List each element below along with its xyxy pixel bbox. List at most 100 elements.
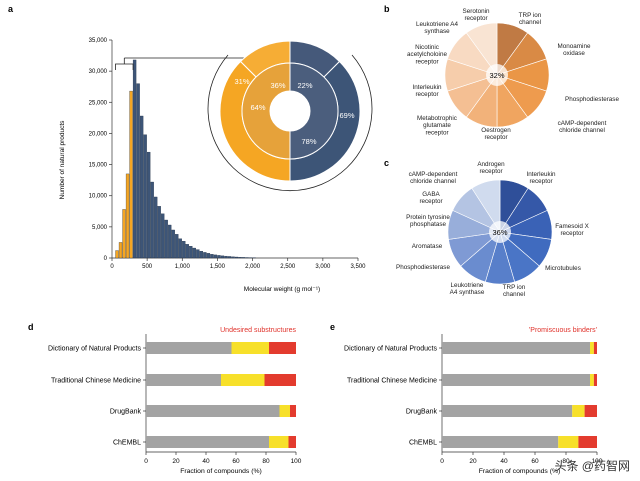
pie-category-label: Oestrogen receptor: [481, 127, 511, 141]
hist-bar: [161, 213, 165, 259]
pie-b-panel: 32% Serotonin receptor TRP ion channel Monoam…: [407, 8, 619, 141]
bar-segment: [290, 405, 296, 417]
bar-x-tick-label: 80: [262, 458, 270, 465]
bar-annotation: 'Promiscuous binders': [529, 327, 597, 334]
hist-bar: [206, 253, 211, 259]
bar-x-tick-label: 40: [500, 458, 508, 465]
bar-annotation: Undesired substructures: [220, 327, 296, 334]
hist-bar: [175, 234, 179, 259]
hist-bar: [154, 196, 158, 259]
pie-category-label: Androgen receptor: [477, 161, 505, 175]
bar-x-tick-label: 60: [232, 458, 240, 465]
pie-center-disc: [486, 64, 508, 86]
hist-bar: [164, 219, 168, 259]
donut-panel: 31% 36% 22% 69% 64% 78%: [207, 40, 373, 192]
hist-bar: [143, 134, 147, 259]
panel-label-b: b: [384, 4, 390, 14]
hist-x-tick-label: 3,000: [315, 264, 331, 270]
bar-segment: [442, 436, 559, 448]
hist-y-tick-label: 0: [104, 256, 108, 262]
hist-bar: [185, 244, 189, 259]
bar-x-tick-label: 20: [469, 458, 477, 465]
hist-bar: [199, 250, 204, 259]
pie-center-label: 32%: [489, 71, 504, 80]
bar-segment: [221, 374, 265, 386]
pie-category-label: Microtubules: [545, 265, 581, 272]
pie-category-label: Protein tyrosine phosphatase: [406, 214, 450, 228]
hist-bar: [157, 206, 161, 259]
pie-category-label: TRP ion channel: [503, 284, 526, 298]
hist-x-tick-label: 3,500: [350, 264, 366, 270]
pie-center-disc: [489, 221, 511, 243]
hist-bar: [213, 254, 218, 259]
bar-segment: [269, 342, 296, 354]
bar-segment: [146, 374, 221, 386]
pie-category-label: Leukotriene A4 synthase: [450, 282, 485, 296]
donut-percent-label: 69%: [339, 111, 354, 120]
hist-y-tick-label: 20,000: [89, 131, 108, 137]
bar-x-axis-label: Fraction of compounds (%): [479, 468, 561, 475]
pie-category-label: Nicotinic acetylcholoine receptor: [407, 44, 447, 65]
bar-category-label: DrugBank: [406, 409, 438, 416]
bar-segment: [279, 405, 290, 417]
hist-bar: [115, 250, 119, 259]
pie-category-label: TRP ion channel: [519, 12, 542, 26]
hist-bar: [241, 257, 246, 259]
pie-category-label: cAMP-dependent chloride channel: [558, 120, 607, 134]
hist-bar: [132, 59, 137, 259]
hist-bar: [192, 247, 196, 259]
bar-segment: [584, 405, 597, 417]
hist-bar: [196, 249, 200, 259]
panel-label-d: d: [28, 322, 34, 332]
panel-label-c: c: [384, 158, 389, 168]
bar-x-tick-label: 100: [592, 458, 603, 465]
hist-bar: [220, 255, 225, 259]
hist-bar: [118, 242, 123, 259]
hist-bar: [125, 173, 130, 259]
bar-segment: [269, 436, 289, 448]
pie-category-label: Phosphodiesterase: [565, 96, 619, 103]
bar-category-label: Dictionary of Natural Products: [344, 346, 437, 353]
bar-segment: [593, 374, 597, 386]
hist-y-axis-label: Number of natural products: [59, 120, 66, 200]
bar-category-label: Traditional Chinese Medicine: [347, 378, 437, 385]
hist-bar: [168, 224, 172, 259]
bar-x-tick-label: 80: [562, 458, 570, 465]
bar-segment: [442, 374, 591, 386]
donut-percent-label: 78%: [301, 137, 316, 146]
pie-category-label: Metabotrophic glutamate receptor: [417, 115, 457, 136]
hist-bar: [129, 90, 133, 259]
hist-bar: [227, 256, 232, 259]
hist-bar: [178, 238, 182, 259]
hist-bar: [203, 252, 207, 259]
donut-percent-label: 36%: [270, 81, 285, 90]
bar-category-label: ChEMBL: [409, 440, 437, 447]
hist-y-tick-label: 5,000: [92, 225, 108, 231]
bar-segment: [231, 342, 269, 354]
hist-x-tick-label: 2,000: [245, 264, 261, 270]
bar-category-label: DrugBank: [110, 409, 142, 416]
hist-x-tick-label: 1,500: [210, 264, 226, 270]
donut-outline-arc: [207, 54, 373, 192]
bar-x-tick-label: 0: [440, 458, 444, 465]
donut-inner-slice: [241, 62, 291, 160]
bar-category-label: Traditional Chinese Medicine: [51, 378, 141, 385]
pie-category-label: Interleukin receptor: [526, 171, 556, 185]
bar-x-tick-label: 60: [531, 458, 539, 465]
hist-x-tick-label: 2,500: [280, 264, 296, 270]
hist-bar: [136, 83, 140, 259]
pie-category-label: Aromatase: [412, 243, 443, 250]
bar-segment: [288, 436, 296, 448]
bar-segment: [558, 436, 579, 448]
bar-d-panel: 0 20 40 60 80 100 Fraction of compounds (%) Und…: [48, 327, 302, 475]
hist-y-tick-label: 10,000: [89, 194, 108, 200]
watermark-text: 头条 @药智网: [554, 458, 630, 473]
pie-center-label: 36%: [492, 228, 507, 237]
bar-segment: [264, 374, 296, 386]
donut-percent-label: 22%: [297, 81, 312, 90]
bar-category-label: ChEMBL: [113, 440, 141, 447]
hist-y-tick-label: 15,000: [89, 163, 108, 169]
bar-x-tick-label: 40: [202, 458, 210, 465]
pie-category-label: Monoamine oxidase: [558, 43, 591, 57]
